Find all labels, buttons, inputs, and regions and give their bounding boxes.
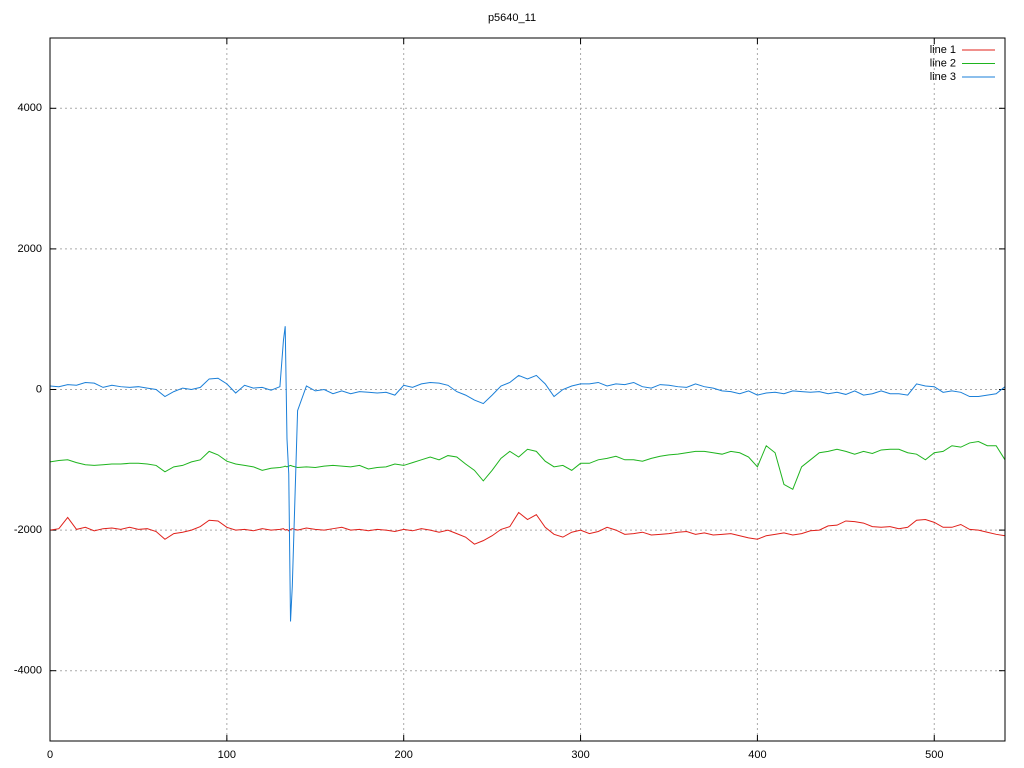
y-tick-label: -4000 <box>14 665 42 677</box>
data-line <box>49 511 1006 545</box>
data-line <box>49 441 1006 491</box>
y-tick-label: -2000 <box>14 524 42 536</box>
y-tick-label: 2000 <box>18 243 42 255</box>
x-tick-label: 500 <box>925 749 943 761</box>
x-tick-label: 300 <box>571 749 589 761</box>
x-tick-label: 100 <box>218 749 236 761</box>
chart-title: p5640_11 <box>488 12 536 24</box>
plot-frame <box>49 37 1006 742</box>
legend-label: line 1 <box>930 44 956 56</box>
x-tick-label: 200 <box>395 749 413 761</box>
legend-label: line 3 <box>930 71 956 83</box>
x-tick-label: 400 <box>748 749 766 761</box>
y-tick-label: 0 <box>36 383 42 395</box>
x-tick-label: 0 <box>47 749 53 761</box>
y-tick-label: 4000 <box>18 102 42 114</box>
legend-label: line 2 <box>930 57 956 69</box>
data-line <box>49 326 1006 622</box>
